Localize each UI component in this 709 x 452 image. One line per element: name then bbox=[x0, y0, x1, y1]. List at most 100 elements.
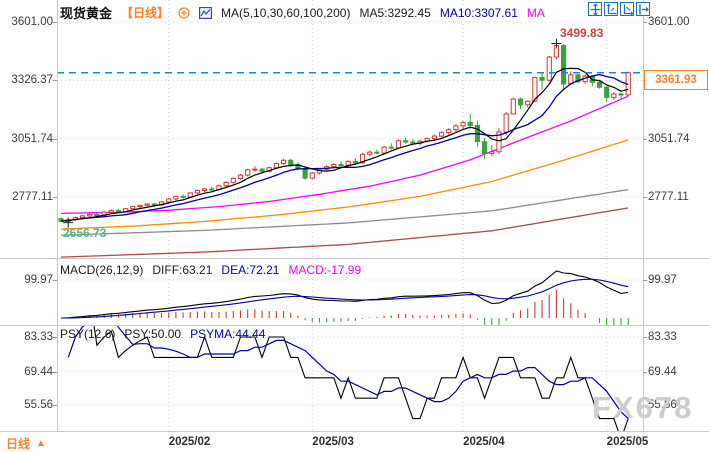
candle-up bbox=[431, 135, 437, 140]
axis-label: 55.56 bbox=[24, 399, 53, 411]
candle-down bbox=[604, 86, 610, 98]
candle-up bbox=[137, 204, 143, 208]
date-axis-separator bbox=[0, 431, 709, 432]
main-chart-canvas bbox=[57, 0, 643, 258]
candle-up bbox=[395, 140, 402, 149]
candle-up bbox=[87, 213, 93, 217]
low-annotation: 2656.73 bbox=[63, 226, 107, 240]
candle-down bbox=[482, 141, 488, 154]
dea-line bbox=[61, 278, 629, 319]
period-selector[interactable]: 日线 ▲ bbox=[6, 435, 46, 452]
candle-down bbox=[94, 213, 100, 217]
candle-up bbox=[79, 215, 86, 219]
axis-label: 99.97 bbox=[24, 274, 53, 286]
date-label: 2025/05 bbox=[606, 436, 649, 448]
candle-down bbox=[388, 146, 394, 149]
axis-tick bbox=[53, 22, 57, 23]
grid-layer bbox=[57, 326, 643, 431]
y-axis-scale-icon[interactable] bbox=[604, 2, 618, 16]
grid-layer bbox=[57, 0, 643, 258]
candle-down bbox=[618, 93, 624, 96]
axis-label: 69.44 bbox=[648, 366, 677, 378]
candle-down bbox=[180, 195, 186, 198]
chart-type-icon[interactable] bbox=[199, 6, 212, 19]
candle-up bbox=[173, 195, 179, 200]
ma5-line bbox=[60, 67, 629, 222]
ma100-line bbox=[60, 188, 629, 236]
psy-header: PSY(12,6) PSY:50.00 PSYMA:44.44 bbox=[60, 327, 265, 341]
ma30-line bbox=[60, 95, 629, 215]
right-axis-separator bbox=[643, 0, 644, 431]
ma30-value-truncated: MA bbox=[526, 5, 545, 20]
candle-up bbox=[532, 76, 538, 102]
candle-up bbox=[489, 151, 495, 154]
axis-tick bbox=[643, 22, 647, 23]
candle-down bbox=[410, 141, 416, 144]
candle-up bbox=[510, 98, 516, 115]
candle-up bbox=[438, 132, 445, 137]
candle-up bbox=[252, 168, 258, 171]
symbol-name: 现货黄金 bbox=[60, 6, 113, 21]
candle-down bbox=[575, 74, 581, 83]
axis-label: 3326.37 bbox=[11, 74, 53, 86]
axis-tick bbox=[643, 280, 647, 281]
ma60-line bbox=[60, 139, 629, 230]
axis-label: 3051.74 bbox=[648, 133, 690, 145]
macd-header: MACD(26,12,9) DIFF:63.21 DEA:72.21 MACD:… bbox=[60, 263, 361, 277]
watermark: FX678 bbox=[592, 390, 694, 425]
candle-up bbox=[503, 113, 509, 133]
candle-down bbox=[596, 81, 603, 88]
axis-tick bbox=[53, 139, 57, 140]
circle-plus-icon[interactable] bbox=[178, 6, 190, 19]
candle-down bbox=[561, 45, 567, 85]
candle-up bbox=[525, 100, 531, 106]
candle-down bbox=[302, 167, 308, 179]
axis-label: 55.56 bbox=[648, 399, 677, 411]
psy-line bbox=[93, 326, 629, 431]
high-marker bbox=[551, 38, 562, 49]
axis-tick bbox=[643, 372, 647, 373]
macd-hist-layer bbox=[67, 289, 629, 325]
candle-up bbox=[453, 125, 459, 131]
date-label: 2025/02 bbox=[168, 436, 211, 448]
candle-up bbox=[130, 206, 136, 210]
low-marker bbox=[63, 217, 74, 228]
candle-up bbox=[381, 146, 387, 154]
candle-up bbox=[202, 188, 208, 191]
candle-up bbox=[546, 56, 552, 81]
main-chart-pane[interactable] bbox=[57, 0, 643, 258]
ma10-value: MA10:3307.61 bbox=[439, 5, 518, 20]
candle-up bbox=[223, 181, 229, 187]
pane-separator-2 bbox=[0, 325, 709, 326]
macd-diff-value: DIFF:63.21 bbox=[152, 263, 213, 277]
candle-down bbox=[467, 121, 473, 126]
detach-icon[interactable] bbox=[636, 2, 650, 16]
axis-label: 3601.00 bbox=[648, 16, 690, 28]
candle-down bbox=[209, 188, 215, 191]
candle-up bbox=[367, 151, 373, 155]
axis-label: 83.33 bbox=[24, 331, 53, 343]
candle-down bbox=[403, 140, 409, 143]
high-annotation: 3499.83 bbox=[560, 26, 604, 40]
axis-tick bbox=[53, 372, 57, 373]
candle-up bbox=[194, 189, 201, 194]
psyma-value: PSYMA:44.44 bbox=[190, 327, 266, 341]
candle-down bbox=[338, 164, 344, 167]
left-axis-separator bbox=[57, 0, 58, 431]
axis-label: 3051.74 bbox=[11, 133, 53, 145]
chart-header: 现货黄金 【日线】 MA(5,10,30,60,100,200) MA5:329… bbox=[60, 3, 545, 22]
pan-icon[interactable] bbox=[588, 2, 602, 16]
candle-up bbox=[245, 169, 251, 176]
axis-tick bbox=[53, 337, 57, 338]
ma-settings-label: MA(5,10,30,60,100,200) bbox=[221, 5, 351, 20]
x-axis-scale-icon[interactable] bbox=[620, 2, 634, 16]
candle-up bbox=[460, 121, 466, 127]
psy-pane[interactable] bbox=[57, 326, 643, 431]
diff-line bbox=[60, 270, 629, 319]
macd-bar-value: MACD:-17.99 bbox=[288, 263, 362, 277]
macd-pane[interactable] bbox=[57, 259, 643, 325]
candle-down bbox=[352, 161, 358, 164]
candle-up bbox=[230, 178, 236, 183]
axis-label: 83.33 bbox=[648, 331, 677, 343]
